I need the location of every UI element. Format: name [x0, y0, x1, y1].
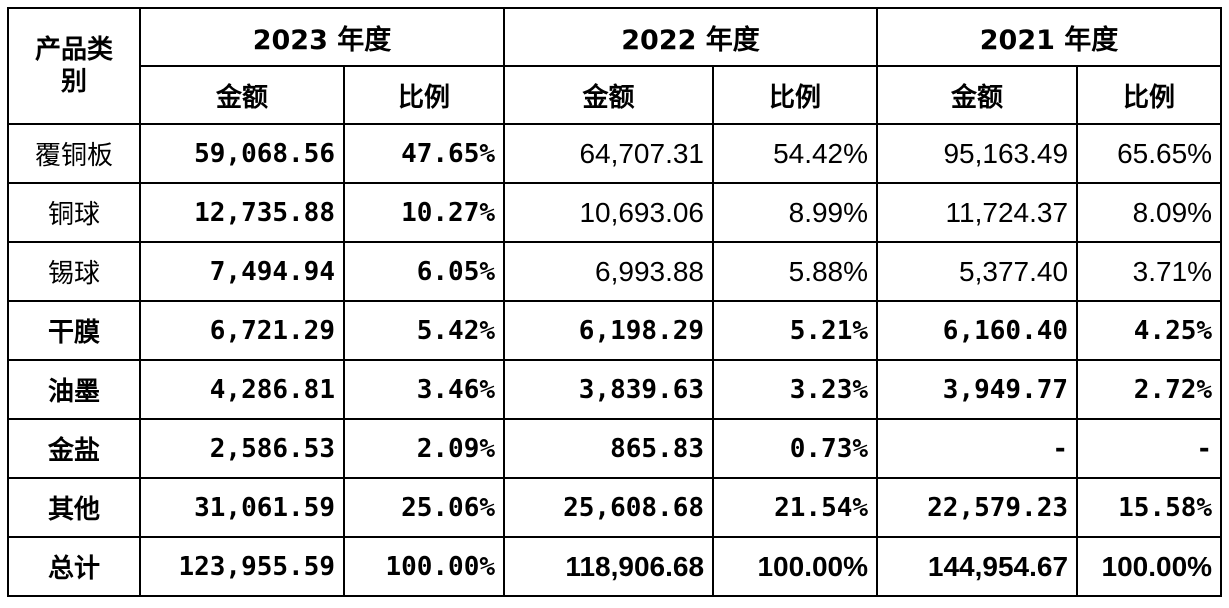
cell-ratio-2022: 5.21% [712, 300, 879, 361]
cell-ratio-2022: 54.42% [712, 123, 879, 184]
cell-amount-2021: 95,163.49 [876, 123, 1079, 184]
cell-ratio-2021: 65.65% [1076, 123, 1223, 184]
cell-amount-2022: 3,839.63 [503, 359, 715, 420]
table-row: 覆铜板 59,068.56 47.65% 64,707.31 54.42% 95… [7, 123, 1223, 184]
cell-ratio-2023: 2.09% [342, 418, 506, 479]
cell-ratio-2022: 100.00% [712, 536, 879, 597]
cell-amount-2021: 3,949.77 [876, 359, 1079, 420]
row-category: 铜球 [7, 182, 141, 243]
table-row: 油墨 4,286.81 3.46% 3,839.63 3.23% 3,949.7… [7, 359, 1223, 420]
cell-ratio-2021: - [1076, 418, 1223, 479]
cell-ratio-2023: 47.65% [342, 123, 506, 184]
cell-amount-2021: 5,377.40 [876, 241, 1079, 302]
cell-ratio-2021: 8.09% [1076, 182, 1223, 243]
cell-amount-2021: 6,160.40 [876, 300, 1079, 361]
cell-ratio-2021: 3.71% [1076, 241, 1223, 302]
table-row: 锡球 7,494.94 6.05% 6,993.88 5.88% 5,377.4… [7, 241, 1223, 302]
row-category: 总计 [7, 536, 141, 597]
cell-ratio-2022: 3.23% [712, 359, 879, 420]
row-category: 其他 [7, 477, 141, 538]
cell-ratio-2023: 5.42% [342, 300, 506, 361]
cell-amount-2022: 6,993.88 [503, 241, 715, 302]
cell-amount-2023: 123,955.59 [139, 536, 345, 597]
table-row: 干膜 6,721.29 5.42% 6,198.29 5.21% 6,160.4… [7, 300, 1223, 361]
cell-amount-2023: 31,061.59 [139, 477, 345, 538]
cell-amount-2023: 6,721.29 [139, 300, 345, 361]
table-row: 金盐 2,586.53 2.09% 865.83 0.73% - - [7, 418, 1223, 479]
cell-ratio-2021: 2.72% [1076, 359, 1223, 420]
table-row: 铜球 12,735.88 10.27% 10,693.06 8.99% 11,7… [7, 182, 1223, 243]
header-year-2023: 2023 年度 [138, 7, 506, 67]
cell-ratio-2022: 5.88% [712, 241, 879, 302]
table-container: 产品类别 2023 年度 2022 年度 2021 年度 金额 比例 金额 比例… [7, 7, 1223, 597]
cell-ratio-2022: 0.73% [712, 418, 879, 479]
cell-ratio-2023: 6.05% [342, 241, 506, 302]
header-row-years: 产品类别 2023 年度 2022 年度 2021 年度 [7, 7, 1223, 125]
cell-ratio-2021: 100.00% [1076, 536, 1223, 597]
cell-amount-2022: 10,693.06 [503, 182, 715, 243]
header-row-columns: 金额 比例 金额 比例 金额 比例 [8, 65, 1223, 125]
header-amount-2021: 金额 [876, 65, 1079, 125]
header-ratio-2023: 比例 [342, 65, 506, 125]
row-category: 锡球 [7, 241, 141, 302]
cell-amount-2022: 865.83 [503, 418, 715, 479]
cell-ratio-2022: 21.54% [712, 477, 879, 538]
table-row-total: 总计 123,955.59 100.00% 118,906.68 100.00%… [7, 536, 1223, 597]
header-ratio-2022: 比例 [712, 65, 879, 125]
row-category: 覆铜板 [7, 123, 141, 184]
cell-amount-2022: 6,198.29 [503, 300, 715, 361]
cell-amount-2023: 2,586.53 [139, 418, 345, 479]
cell-ratio-2021: 15.58% [1076, 477, 1223, 538]
header-year-2021: 2021 年度 [876, 7, 1223, 67]
cell-amount-2023: 59,068.56 [139, 123, 345, 184]
header-category: 产品类别 [7, 7, 141, 125]
cell-amount-2022: 118,906.68 [503, 536, 715, 597]
cell-amount-2022: 64,707.31 [503, 123, 715, 184]
cell-ratio-2023: 100.00% [342, 536, 506, 597]
cell-amount-2021: 11,724.37 [876, 182, 1079, 243]
row-category: 干膜 [7, 300, 141, 361]
cell-amount-2021: - [876, 418, 1079, 479]
cell-ratio-2023: 3.46% [342, 359, 506, 420]
cell-amount-2023: 7,494.94 [139, 241, 345, 302]
product-category-table: 产品类别 2023 年度 2022 年度 2021 年度 金额 比例 金额 比例… [7, 7, 1223, 597]
header-amount-2022: 金额 [503, 65, 715, 125]
cell-amount-2022: 25,608.68 [503, 477, 715, 538]
header-year-2022: 2022 年度 [503, 7, 879, 67]
header-ratio-2021: 比例 [1076, 65, 1223, 125]
cell-amount-2023: 12,735.88 [139, 182, 345, 243]
table-row: 其他 31,061.59 25.06% 25,608.68 21.54% 22,… [7, 477, 1223, 538]
header-amount-2023: 金额 [139, 65, 345, 125]
cell-amount-2021: 144,954.67 [876, 536, 1079, 597]
cell-amount-2023: 4,286.81 [139, 359, 345, 420]
cell-amount-2021: 22,579.23 [876, 477, 1079, 538]
row-category: 油墨 [7, 359, 141, 420]
cell-ratio-2023: 25.06% [342, 477, 506, 538]
cell-ratio-2022: 8.99% [712, 182, 879, 243]
cell-ratio-2023: 10.27% [342, 182, 506, 243]
cell-ratio-2021: 4.25% [1076, 300, 1223, 361]
row-category: 金盐 [7, 418, 141, 479]
